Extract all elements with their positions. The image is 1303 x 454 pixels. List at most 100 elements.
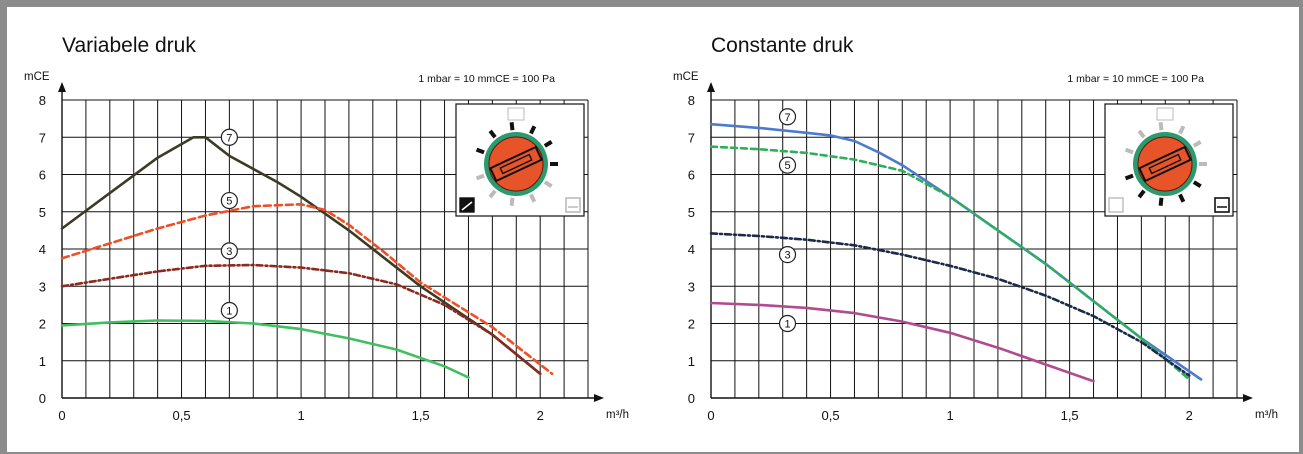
x-axis-arrow xyxy=(594,394,604,402)
radiator-icon xyxy=(1156,107,1174,121)
x-tick-label: 2 xyxy=(1186,408,1193,423)
y-tick-label: 3 xyxy=(688,279,695,294)
variable-pressure-glyph xyxy=(461,201,473,211)
selector-scale-mark xyxy=(1137,129,1146,139)
y-tick-label: 0 xyxy=(39,391,46,406)
variable-pressure-glyph xyxy=(1110,201,1122,211)
curve-label: 5 xyxy=(784,160,790,172)
x-tick-label: 0 xyxy=(58,408,65,423)
x-tick-label: 0,5 xyxy=(822,408,840,423)
y-tick-label: 2 xyxy=(39,317,46,332)
selector-scale-mark xyxy=(1192,140,1202,148)
chart-1: Variabele druk 1 mbar = 10 mmCE = 100 Pa m… xyxy=(24,34,629,423)
selector-scale-mark xyxy=(509,197,515,206)
curve-label-circle xyxy=(220,301,238,320)
x-axis-label: m³/h xyxy=(606,409,629,421)
curve-label: 1 xyxy=(226,305,232,317)
y-axis-arrow xyxy=(707,82,715,92)
series-line-3 xyxy=(60,263,542,376)
y-tick-label: 3 xyxy=(39,279,46,294)
selector-scale-mark xyxy=(475,173,485,181)
y-tick-label: 7 xyxy=(688,130,695,145)
x-axis-arrow xyxy=(1243,394,1253,402)
curve-label-circle xyxy=(220,242,238,260)
y-tick-label: 7 xyxy=(39,130,46,145)
speed-selector-illustration xyxy=(1104,103,1234,217)
x-tick-label: 0 xyxy=(707,408,714,423)
x-tick-label: 2 xyxy=(537,408,544,423)
knob-pointer xyxy=(1148,153,1182,175)
curve-label: 7 xyxy=(226,132,232,144)
x-tick-label: 1,5 xyxy=(1061,408,1079,423)
series-line-3 xyxy=(709,232,1191,377)
curve-label: 3 xyxy=(784,250,790,262)
y-tick-label: 6 xyxy=(39,168,46,183)
radiator-icon xyxy=(507,107,525,121)
selector-scale-mark xyxy=(488,189,497,199)
series-line-7 xyxy=(60,136,542,376)
x-axis-label: m³/h xyxy=(1255,409,1278,421)
selector-scale-mark xyxy=(1178,125,1186,135)
selector-scale-mark xyxy=(529,193,537,203)
curve-label-circle xyxy=(220,128,238,146)
curve-label: 5 xyxy=(226,196,232,208)
selector-scale-mark xyxy=(543,140,553,148)
selector-scale-mark xyxy=(475,147,485,155)
selector-scale-mark xyxy=(1158,197,1164,206)
x-tick-label: 1,5 xyxy=(412,408,430,423)
x-tick-label: 0,5 xyxy=(173,408,191,423)
selector-scale-mark xyxy=(1178,193,1186,203)
unit-conversion-note: 1 mbar = 10 mmCE = 100 Pa xyxy=(1067,73,1204,85)
curve-label-circle xyxy=(778,156,797,174)
knob-slot xyxy=(1138,145,1192,183)
y-tick-label: 6 xyxy=(688,168,695,183)
curve-label: 7 xyxy=(784,112,790,124)
selector-scale-mark xyxy=(529,125,537,135)
y-tick-label: 2 xyxy=(688,317,695,332)
series-line-1 xyxy=(60,319,470,379)
selector-scale-mark xyxy=(509,122,515,131)
knob-slot xyxy=(489,145,543,183)
selector-scale-mark xyxy=(1124,147,1134,155)
unit-conversion-note: 1 mbar = 10 mmCE = 100 Pa xyxy=(418,73,555,85)
selector-scale-mark xyxy=(488,129,497,139)
constant-pressure-icon xyxy=(565,197,581,213)
y-tick-label: 8 xyxy=(688,93,695,108)
series-line-5 xyxy=(60,203,554,376)
y-tick-label: 4 xyxy=(39,242,46,257)
selector-scale-mark xyxy=(1137,189,1146,199)
knob-pointer xyxy=(499,153,533,175)
constant-pressure-icon xyxy=(1214,197,1230,213)
curve-label-circle xyxy=(778,108,797,126)
selector-scale-mark xyxy=(1158,122,1164,131)
chart-title: Variabele druk xyxy=(62,34,196,57)
y-tick-label: 1 xyxy=(39,354,46,369)
series-line-5 xyxy=(709,145,1191,381)
chart-2: Constante druk 1 mbar = 10 mmCE = 100 Pa m… xyxy=(673,34,1278,423)
x-tick-label: 1 xyxy=(946,408,953,423)
speed-selector-illustration xyxy=(455,103,585,217)
curve-label-circle xyxy=(778,245,797,264)
series-line-1 xyxy=(709,301,1095,383)
y-tick-label: 4 xyxy=(688,242,695,257)
y-tick-label: 5 xyxy=(39,205,46,220)
y-tick-label: 0 xyxy=(688,391,695,406)
y-tick-label: 1 xyxy=(688,354,695,369)
y-axis-label: mCE xyxy=(673,71,699,83)
curve-label: 1 xyxy=(784,319,790,331)
curve-label-circle xyxy=(778,314,797,333)
y-axis-label: mCE xyxy=(24,71,50,83)
selector-scale-mark xyxy=(1192,180,1202,188)
curve-label: 3 xyxy=(226,246,232,258)
curve-label-circle xyxy=(220,191,238,210)
selector-scale-mark xyxy=(1124,173,1134,181)
y-axis-arrow xyxy=(58,82,66,92)
chart-title: Constante druk xyxy=(711,34,854,57)
y-tick-label: 5 xyxy=(688,205,695,220)
x-tick-label: 1 xyxy=(297,408,304,423)
selector-panel xyxy=(455,103,585,217)
y-tick-label: 8 xyxy=(39,93,46,108)
selector-scale-mark xyxy=(543,180,553,188)
